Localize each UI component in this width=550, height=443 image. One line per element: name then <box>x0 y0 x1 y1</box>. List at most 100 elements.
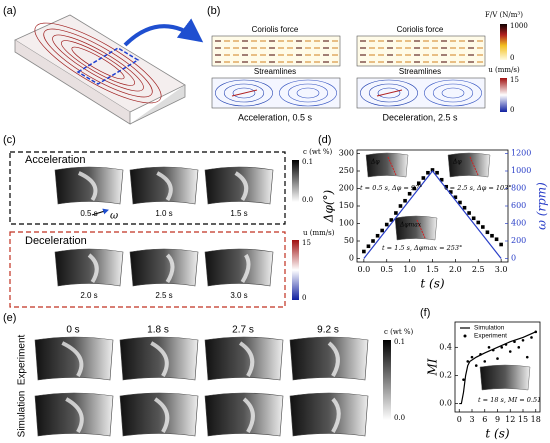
colorbar-title: c (wt %) <box>384 328 414 336</box>
inset-image <box>447 152 491 178</box>
y-tick-label: 200 <box>339 184 354 193</box>
data-point <box>398 204 403 208</box>
legend-marker <box>463 334 467 338</box>
annotation: t = 1.5 s, Δφmax = 253° <box>382 244 462 252</box>
panel-label: (a) <box>3 5 16 17</box>
data-point <box>504 343 508 346</box>
data-point <box>500 346 504 349</box>
row-label: Simulation <box>17 391 28 438</box>
rotation-arrow <box>91 208 109 216</box>
concentration-map <box>54 248 124 287</box>
streamline <box>296 87 320 99</box>
mixing-front <box>165 253 175 284</box>
colorbar-title: F/V (N/m³) <box>485 11 523 19</box>
mixing-front <box>87 253 99 284</box>
streamline <box>360 79 418 107</box>
inset-label: Δφ <box>452 159 462 166</box>
inset-image <box>394 215 438 241</box>
data-point <box>494 237 499 242</box>
mixing-front <box>150 341 169 378</box>
colorbar-label: 15 <box>302 239 311 247</box>
data-point <box>458 200 462 205</box>
colorbar <box>292 240 299 300</box>
y-axis-label: Δφ(°) <box>322 189 336 223</box>
data-point <box>430 168 435 172</box>
colorbar-title: u (mm/s) <box>303 229 335 237</box>
colorbar-label: 0 <box>302 294 306 302</box>
time-label: 1.8 s <box>147 325 169 336</box>
colorbar <box>500 78 507 112</box>
inset-image <box>365 152 409 178</box>
colorbar-label: 0.0 <box>394 414 405 422</box>
map-caption: Acceleration, 0.5 s <box>238 112 313 122</box>
x-tick-label: 1.5 <box>426 265 439 274</box>
time-label: 2.7 s <box>232 325 254 336</box>
colorbar <box>383 340 391 420</box>
concentration-map <box>289 336 369 381</box>
annotation: t = 0.5 s, Δφ = 97° <box>360 184 422 192</box>
inset-label: Δφ <box>370 159 380 166</box>
legend-label: Simulation <box>474 325 505 332</box>
x-axis-label: t (s) <box>420 277 444 291</box>
map-frame <box>356 35 486 67</box>
phase-marker <box>469 156 479 176</box>
y-axis-label: MI <box>426 358 440 376</box>
data-point <box>470 355 474 359</box>
panel-label: (b) <box>207 5 220 17</box>
colorbar-label: 0 <box>510 106 514 114</box>
data-point <box>394 211 398 215</box>
streamline <box>424 79 482 107</box>
mixing-front <box>156 171 173 202</box>
x-tick-label: 3.0 <box>495 265 508 274</box>
data-point <box>384 222 389 227</box>
streamline <box>223 83 265 103</box>
panel-label: (e) <box>3 312 16 324</box>
annotation: t = 2.5 s, Δφ = 103° <box>445 184 512 192</box>
y2-tick-label: 1200 <box>511 149 531 158</box>
data-point <box>496 357 499 360</box>
y2-tick-label: 400 <box>511 219 526 228</box>
x-tick-label: 6 <box>482 415 487 424</box>
legend-label: Experiment <box>474 333 507 340</box>
y-tick-label: 50 <box>344 236 354 245</box>
data-point <box>362 249 366 254</box>
map-frame <box>211 77 341 109</box>
map-frame <box>356 77 486 109</box>
concentration-map <box>204 392 284 437</box>
data-point <box>479 353 482 356</box>
velocity-arrow <box>231 89 258 97</box>
data-point <box>412 186 416 191</box>
mixing-front <box>331 397 341 434</box>
data-line <box>363 170 502 259</box>
y2-tick-label: 800 <box>511 184 526 193</box>
data-point <box>421 176 426 180</box>
mixing-front <box>234 171 249 202</box>
time-label: 1.0 s <box>155 209 172 218</box>
mixing-front <box>327 341 340 378</box>
y-tick-label: 0.4 <box>439 342 452 351</box>
concentration-map <box>204 248 274 287</box>
data-point <box>534 330 538 334</box>
panel-label: (d) <box>318 134 331 146</box>
phase-marker <box>387 156 397 176</box>
data-point <box>453 195 458 200</box>
mixing-front <box>153 397 170 434</box>
y-tick-label: 100 <box>339 219 354 228</box>
x-tick-label: 9 <box>495 415 500 424</box>
data-point <box>462 205 467 210</box>
data-point <box>525 355 529 359</box>
x-tick-label: 0.0 <box>357 265 370 274</box>
concentration-map <box>204 336 284 381</box>
data-point <box>517 346 521 349</box>
y2-tick-label: 0 <box>511 254 516 263</box>
y-tick-label: 250 <box>339 166 354 175</box>
streamline <box>377 87 401 99</box>
data-point <box>490 233 494 238</box>
time-label: 3.0 s <box>230 291 247 300</box>
data-point <box>366 244 371 249</box>
data-point <box>471 216 476 221</box>
map-title: Streamlines <box>399 67 441 76</box>
colorbar-title: c (wt %) <box>303 148 333 156</box>
data-point <box>403 198 407 203</box>
